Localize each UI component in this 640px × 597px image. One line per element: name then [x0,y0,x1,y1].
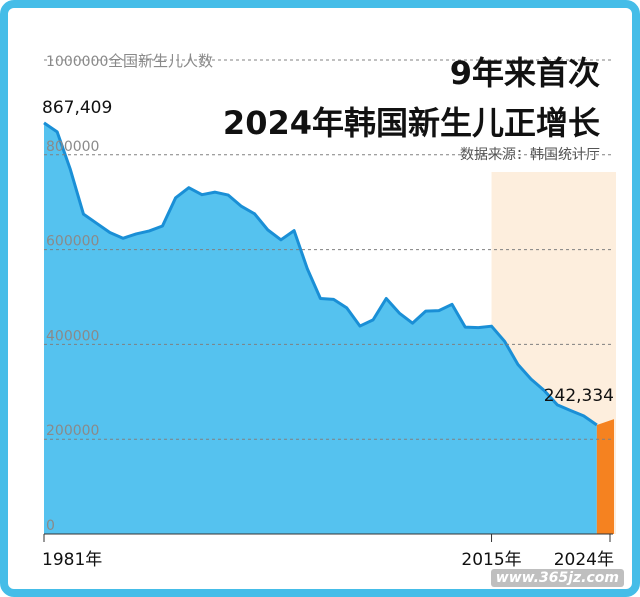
x-tick-label-1981: 1981年 [42,550,102,570]
y-tick-label-0: 0 [46,518,55,534]
watermark: www.365jz.com [490,569,624,587]
births-area [44,122,597,534]
y-tick-label-1000000: 1000000 [46,54,108,70]
area-group [43,121,614,534]
x-tick-label-2024: 2024年 [554,550,614,570]
annotations-group: 867,409 242,334 [42,98,614,406]
y-tick-label-400000: 400000 [46,328,99,344]
annotation-1981: 867,409 [42,98,112,118]
y-tick-label-800000: 800000 [46,139,99,155]
x-tick-labels: 1981年 2015年 2024年 [42,534,614,570]
y-tick-label-600000: 600000 [46,234,99,250]
grid-group [44,59,613,535]
y-tick-labels: 0 200000 400000 600000 800000 1000000 全国新生儿人数 [46,52,213,534]
chart-title-line2: 2024年韩国新生儿正增长 [222,104,600,142]
y-tick-label-200000: 200000 [46,423,99,439]
x-tick-label-2015: 2015年 [461,550,521,570]
bar-2024 [596,419,614,534]
annotation-2024: 242,334 [544,386,614,406]
data-source: 数据来源：韩国统计厅 [460,147,600,163]
chart-title-line1: 9年来首次 [449,54,600,92]
y-axis-label: 全国新生儿人数 [108,52,213,70]
